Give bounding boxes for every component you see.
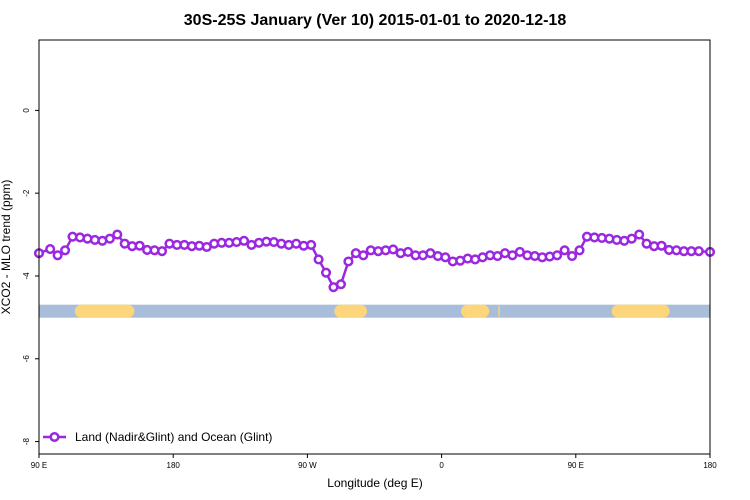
y-tick-label: -6: [22, 355, 31, 363]
y-tick-label: -8: [22, 437, 31, 445]
y-axis-ticks: 0 -2 -4 -6 -8: [22, 108, 39, 445]
data-point: [693, 246, 704, 257]
x-tick-label: 180: [703, 461, 717, 470]
data-point: [134, 240, 145, 251]
data-point: [112, 229, 123, 240]
data-point: [335, 279, 347, 290]
data-point: [567, 251, 578, 262]
data-point: [358, 250, 369, 261]
data-point: [440, 252, 451, 263]
data-point: [559, 245, 570, 256]
land-band-segment: [74, 304, 135, 318]
x-tick-label: 90 W: [298, 461, 317, 470]
data-point: [552, 250, 563, 261]
land-band-segment: [611, 304, 670, 318]
x-tick-label: 90 E: [31, 461, 47, 470]
data-point: [45, 244, 56, 255]
series-layer: [33, 229, 716, 293]
land-band-segment: [460, 304, 490, 318]
data-point: [574, 245, 585, 256]
y-tick-label: -4: [22, 272, 31, 280]
data-point: [626, 233, 637, 244]
data-point: [156, 246, 168, 257]
chart-title: 30S-25S January (Ver 10) 2015-01-01 to 2…: [184, 12, 567, 29]
x-tick-label: 90 E: [568, 461, 584, 470]
data-point: [388, 244, 399, 255]
y-tick-label: -2: [22, 189, 31, 197]
x-axis-label: Longitude (deg E): [327, 476, 422, 490]
plot-frame: [38, 39, 711, 455]
x-tick-label: 180: [167, 461, 181, 470]
data-point: [634, 229, 645, 240]
data-point: [60, 245, 71, 256]
land-band-segment: [334, 304, 368, 318]
data-point: [313, 254, 324, 265]
data-point: [343, 256, 354, 267]
data-point: [306, 239, 317, 250]
ocean-band: [39, 304, 710, 318]
data-point: [104, 233, 115, 244]
y-axis-label: XCO2 - MLO trend (ppm): [0, 180, 13, 315]
surface-band: [39, 304, 710, 318]
data-point: [656, 240, 667, 251]
data-point: [52, 250, 63, 261]
legend-marker-swatch: [49, 431, 60, 443]
land-band-segment: [498, 304, 500, 318]
legend: Land (Nadir&Glint) and Ocean (Glint): [43, 430, 272, 444]
x-tick-label: 0: [439, 461, 444, 470]
data-point: [320, 267, 332, 278]
legend-entry: Land (Nadir&Glint) and Ocean (Glint): [75, 430, 272, 444]
x-axis-ticks: 90 E 180 90 W 0 90 E 180: [31, 454, 717, 470]
y-tick-label: 0: [22, 108, 31, 113]
data-point: [238, 235, 250, 246]
